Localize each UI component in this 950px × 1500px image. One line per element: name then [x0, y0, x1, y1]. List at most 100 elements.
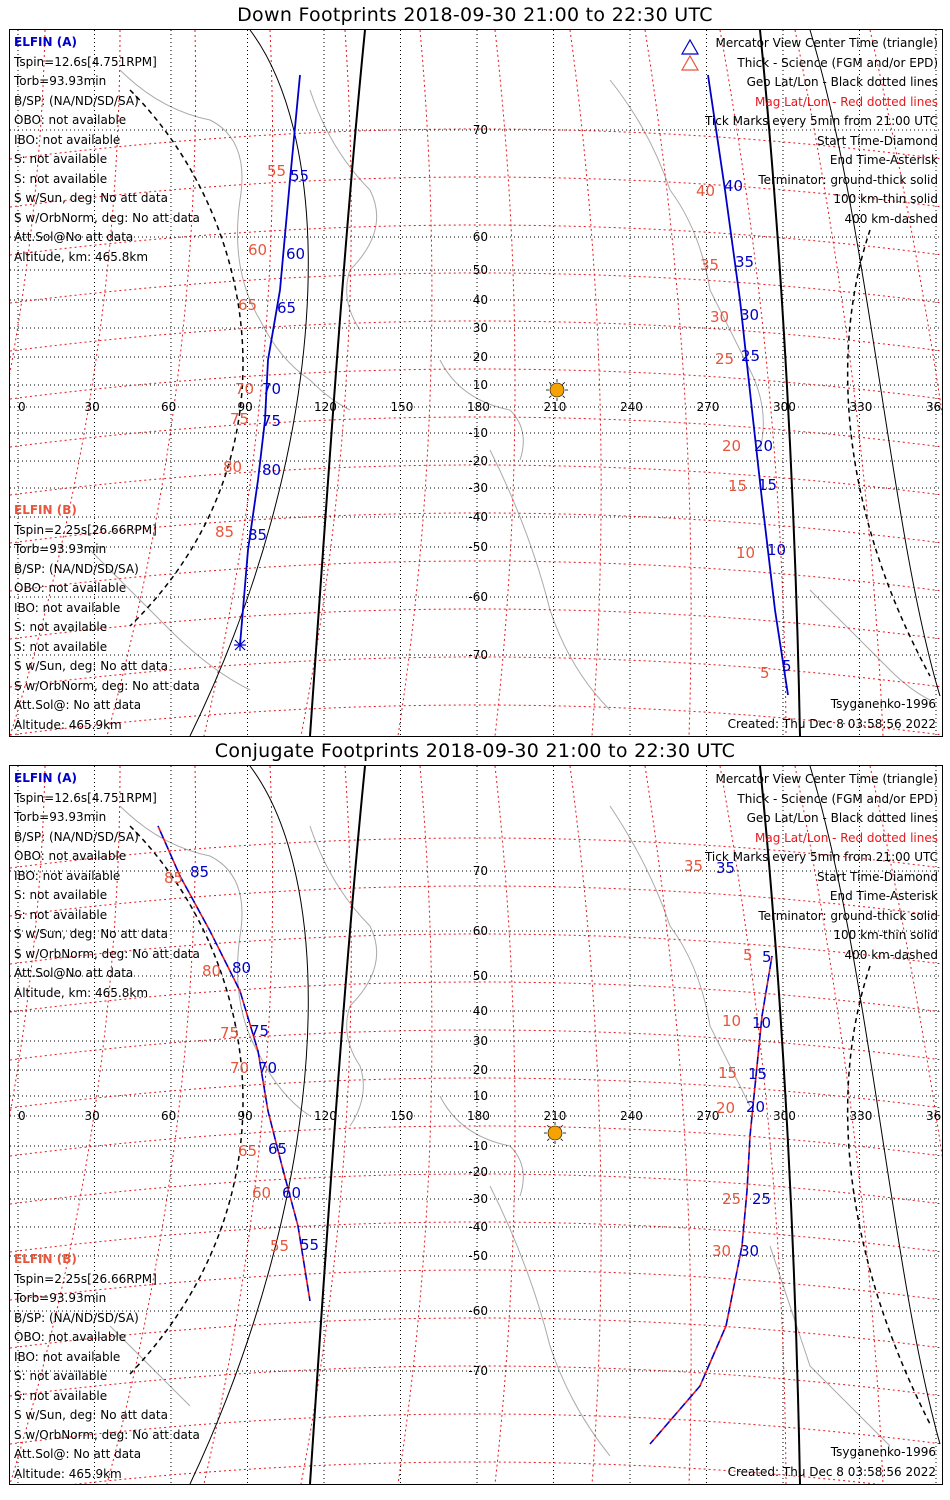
elfin-b-tick-label-blue: 30 [740, 306, 759, 324]
legend-entry: Mercator View Center Time (triangle) [715, 36, 938, 50]
legend-entry: Geo Lat/Lon - Black dotted lines [746, 811, 938, 825]
info-line: B/SP: (NA/ND/SD/SA) [14, 829, 139, 844]
info-line: S w/OrbNorm, deg: No att data [14, 678, 200, 693]
lat-tick-label: -50 [468, 540, 488, 554]
elfin-b-tick-label-red: 40 [696, 182, 715, 200]
elfin-b-tick-label-blue: 20 [746, 1098, 765, 1116]
elfin-b-tick-label-red: 20 [722, 437, 741, 455]
elfin-a-tick-label-blue: 75 [262, 412, 281, 430]
info-line: OBO: not available [14, 581, 127, 595]
mag-lon-line [106, 30, 197, 736]
info-line: S w/OrbNorm, deg: No att data [14, 946, 200, 961]
mag-lon-line [10, 30, 121, 736]
lon-tick-label: 30 [85, 400, 100, 414]
lon-tick-label: 240 [620, 1109, 643, 1123]
elfin-a-tick-label-red: 80 [223, 458, 242, 476]
elfin-a-tick-label-red: 60 [252, 1184, 271, 1202]
terminator-400km-right [846, 229, 931, 677]
info-line: Tspin=12.6s[4.751RPM] [14, 54, 157, 69]
lon-tick-label: 210 [544, 1109, 567, 1123]
lon-tick-label: 0 [18, 400, 26, 414]
geo-grid [10, 30, 942, 736]
lon-tick-label: 60 [161, 1109, 176, 1123]
terminator-ground-left [309, 30, 366, 736]
satellite-traces [239, 74, 789, 696]
lat-tick-label: 30 [473, 321, 488, 335]
triangle-icon [680, 38, 700, 55]
info-line: ELFIN (A) [14, 771, 77, 785]
lon-tick-label: 120 [314, 400, 337, 414]
terminator-400km-right [846, 965, 931, 1425]
elfin-a-tick-label-red: 60 [248, 241, 267, 259]
info-line: Att.Sol@: No att data [14, 1447, 142, 1461]
lon-tick-label: 180 [467, 1109, 490, 1123]
elfin-a-tick-label-red: 80 [202, 962, 221, 980]
elfin-a-conj-trace [157, 825, 311, 1302]
info-line: Altitude: 465.9km [14, 717, 122, 732]
elfin-b-tick-label-red: 25 [715, 350, 734, 368]
lat-tick-label: 30 [473, 1034, 488, 1048]
elfin-a-tick-label-red: 70 [230, 1059, 249, 1077]
land-path [609, 805, 751, 1107]
sun-disc [547, 1125, 563, 1141]
legend-entry: Start Time-Diamond [816, 869, 938, 884]
info-line: S w/Sun, deg: No att data [14, 927, 168, 941]
info-line: Att.Sol@: No att data [14, 698, 142, 712]
asterisk-stroke [234, 639, 246, 651]
lat-tick-label: -40 [468, 510, 488, 524]
info-line: Altitude, km: 465.8km [14, 249, 149, 264]
lat-tick-label: -30 [468, 481, 488, 495]
elfin-b-tick-label-blue: 30 [740, 1242, 759, 1260]
mag-lon-line [794, 766, 884, 1484]
elfin-a-tick-label-red: 85 [215, 523, 234, 541]
info-line: IBO: not available [14, 600, 121, 615]
elfin-b-tick-label-red: 20 [716, 1099, 735, 1117]
land-outlines [89, 69, 931, 711]
info-line: IBO: not available [14, 868, 121, 883]
info-line: S: not available [14, 888, 108, 902]
conjugate-footprints-map: 0 30 60 90 120 150 180 210 240 270 300 330 360 70 60 50… [9, 765, 943, 1485]
legend-entry: Mercator View Center Time (triangle) [715, 772, 938, 786]
lat-tick-label: 70 [473, 123, 488, 137]
elfin-a-tick-label-red: 55 [270, 1237, 289, 1255]
lat-tick-label: 50 [473, 263, 488, 277]
elfin-b-tick-label-red: 5 [760, 664, 770, 682]
mag-grid [10, 30, 942, 736]
lon-tick-label: 90 [238, 1109, 253, 1123]
lon-tick-label: 300 [773, 400, 796, 414]
elfin-a-tick-label-blue: 60 [282, 1184, 301, 1202]
lon-tick-label: 330 [850, 400, 873, 414]
lat-tick-label: -70 [468, 648, 488, 662]
mag-lon-line [719, 30, 787, 736]
map-canvas: 0 30 60 90 120 150 180 210 240 270 300 330 360 70 60 50… [10, 766, 942, 1484]
lat-tick-label: -20 [468, 1165, 488, 1179]
mag-lon-line [794, 30, 884, 736]
sun-ray [548, 381, 552, 385]
land-path [439, 359, 524, 461]
mag-lon-line [203, 30, 274, 736]
lon-tick-label: 60 [161, 400, 176, 414]
terminator-ground-left [309, 766, 366, 1484]
elfin-a-tick-label-blue: 85 [248, 526, 267, 544]
sun-ray [562, 395, 566, 399]
satellite-traces [157, 825, 773, 1445]
elfin-b-tick-label-red: 30 [712, 1242, 731, 1260]
legend-entry: Thick - Science (FGM and/or EPD) [737, 55, 938, 70]
elfin-b-tick-label-blue: 15 [758, 476, 777, 494]
land-path [119, 805, 311, 1117]
elfin-a-tick-label-blue: 65 [277, 299, 296, 317]
elfin-a-tick-label-blue: 80 [262, 461, 281, 479]
lat-tick-label: -20 [468, 454, 488, 468]
mag-lon-line [106, 766, 197, 1484]
elfin-a-tick-label-blue: 70 [262, 380, 281, 398]
terminator-100km-right [809, 30, 941, 697]
elfin-a-tick-label-blue: 85 [190, 863, 209, 881]
mag-lon-line [397, 30, 433, 736]
end-asterisk-icon [234, 639, 246, 651]
lat-tick-label: -70 [468, 1364, 488, 1378]
mag-lon-line [203, 766, 274, 1484]
mag-lon-line [569, 30, 602, 736]
lon-tick-label: 240 [620, 400, 643, 414]
down-footprints-map: 0 30 60 90 120 150 180 210 240 270 300 330 360 70 60 50… [9, 29, 943, 737]
